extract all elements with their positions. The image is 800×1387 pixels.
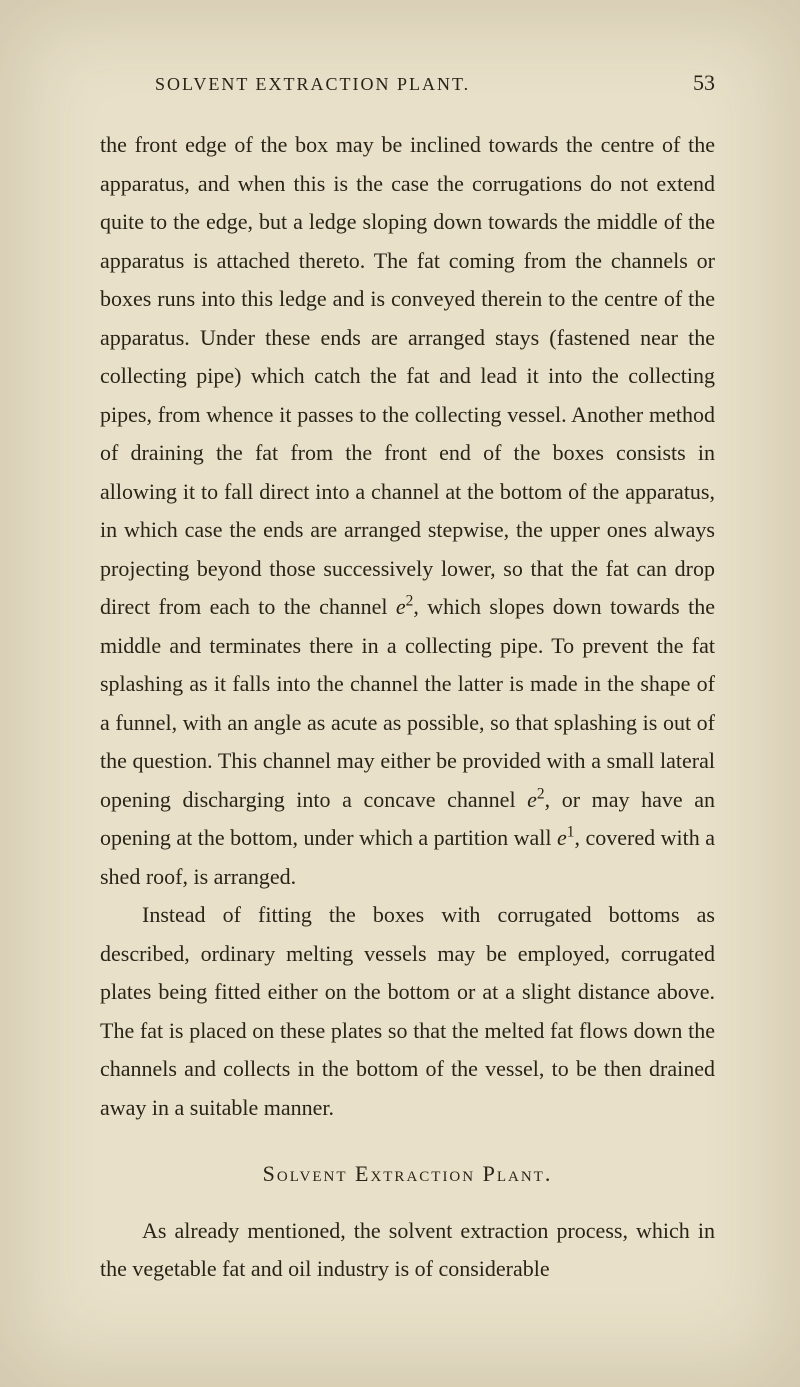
running-header: SOLVENT EXTRACTION PLANT. <box>155 74 470 95</box>
variable-e2b: e <box>527 787 537 812</box>
page-header: SOLVENT EXTRACTION PLANT. 53 <box>100 70 715 96</box>
page-number: 53 <box>693 70 715 96</box>
superscript-1: 1 <box>567 824 575 841</box>
variable-e1: e <box>557 825 567 850</box>
paragraph-3: As already mentioned, the solvent extrac… <box>100 1212 715 1289</box>
text-run: , which slopes down towards the middle a… <box>100 594 715 812</box>
paragraph-2: Instead of fitting the boxes with corrug… <box>100 896 715 1127</box>
section-heading: Solvent Extraction Plant. <box>100 1155 715 1194</box>
text-run: the front edge of the box may be incline… <box>100 132 715 619</box>
body-text: the front edge of the box may be incline… <box>100 126 715 1289</box>
paragraph-1: the front edge of the box may be incline… <box>100 126 715 896</box>
variable-e2: e <box>396 594 406 619</box>
superscript-2b: 2 <box>537 785 545 802</box>
